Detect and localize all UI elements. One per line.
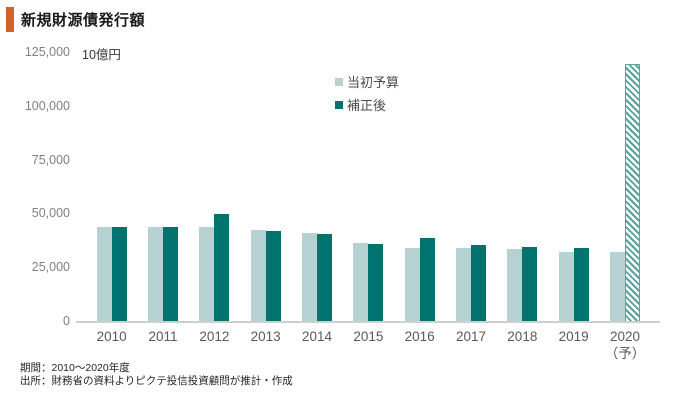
legend: 当初予算 補正後 <box>335 72 399 118</box>
plot-area <box>80 53 646 322</box>
bar-2017-revised <box>471 245 486 322</box>
bar-2012-revised <box>214 214 230 322</box>
y-axis-tick-75000: 75,000 <box>31 152 70 167</box>
x-axis-label-2010: 2010 <box>96 329 127 344</box>
y-axis-tick-0: 0 <box>63 314 70 328</box>
y-axis-tick-100000: 100,000 <box>24 98 70 113</box>
bar-2012-initial-budget <box>199 227 215 322</box>
bar-2010-initial-budget <box>96 227 112 322</box>
x-axis-label-2014: 2014 <box>301 329 333 344</box>
bar-2016-revised <box>419 238 435 322</box>
x-axis-baseline <box>76 321 660 323</box>
bar-2015-initial-budget <box>353 243 369 322</box>
legend-swatch-revised <box>335 100 343 109</box>
bar-2011-initial-budget <box>148 227 164 322</box>
bar-2019-initial-budget <box>558 252 574 322</box>
bar-2016-initial-budget <box>404 248 420 322</box>
legend-label-revised: 補正後 <box>347 98 387 113</box>
y-axis-tick-50000: 50,000 <box>31 206 70 221</box>
y-axis-tick-125000: 125,000 <box>24 45 70 59</box>
bar-2010-revised <box>111 227 127 322</box>
footer: 期間：2010～2020年度 出所：財務省の資料よりピクテ投信投資顧問が推計・作… <box>20 362 293 388</box>
x-axis-label-2013: 2013 <box>250 329 281 344</box>
x-axis-label-2020: 2020 （予） <box>604 329 646 361</box>
legend-swatch-initial-budget <box>335 77 343 86</box>
bar-2020-initial-budget <box>610 252 625 322</box>
bar-2018-initial-budget <box>507 249 523 322</box>
bar-2011-revised <box>163 227 179 322</box>
bar-2013-revised <box>265 231 281 322</box>
y-axis-unit-label: 10億円 <box>82 48 121 62</box>
x-axis-label-2015: 2015 <box>353 329 384 344</box>
page-title: 新規財源債発行額 <box>21 12 146 29</box>
bar-2017-initial-budget <box>456 248 471 322</box>
legend-item-initial-budget: 当初予算 <box>335 72 399 91</box>
bar-2018-revised <box>522 247 538 322</box>
x-axis-label-2016: 2016 <box>404 329 435 344</box>
x-axis-label-2018: 2018 <box>507 329 538 344</box>
bar-2015-revised <box>368 244 384 322</box>
x-axis-label-2017: 2017 <box>455 329 487 344</box>
title-row: 新規財源債発行額 <box>6 7 145 32</box>
legend-item-revised: 補正後 <box>335 95 399 114</box>
legend-label-initial-budget: 当初予算 <box>347 75 400 90</box>
title-accent-bar <box>6 7 14 32</box>
bar-2019-revised <box>573 248 589 322</box>
bar-2014-revised <box>317 234 333 322</box>
x-axis-label-2019: 2019 <box>558 329 589 344</box>
bar-2020-revised-forecast <box>625 64 640 322</box>
footer-source: 出所：財務省の資料よりピクテ投信投資顧問が推計・作成 <box>20 375 293 387</box>
bar-2014-initial-budget <box>302 233 318 322</box>
y-axis-tick-25000: 25,000 <box>31 260 70 275</box>
x-axis-label-2012: 2012 <box>199 329 230 344</box>
footer-period: 期間：2010～2020年度 <box>20 362 130 374</box>
bar-2013-initial-budget <box>250 230 266 322</box>
x-axis-label-2011: 2011 <box>148 329 178 344</box>
